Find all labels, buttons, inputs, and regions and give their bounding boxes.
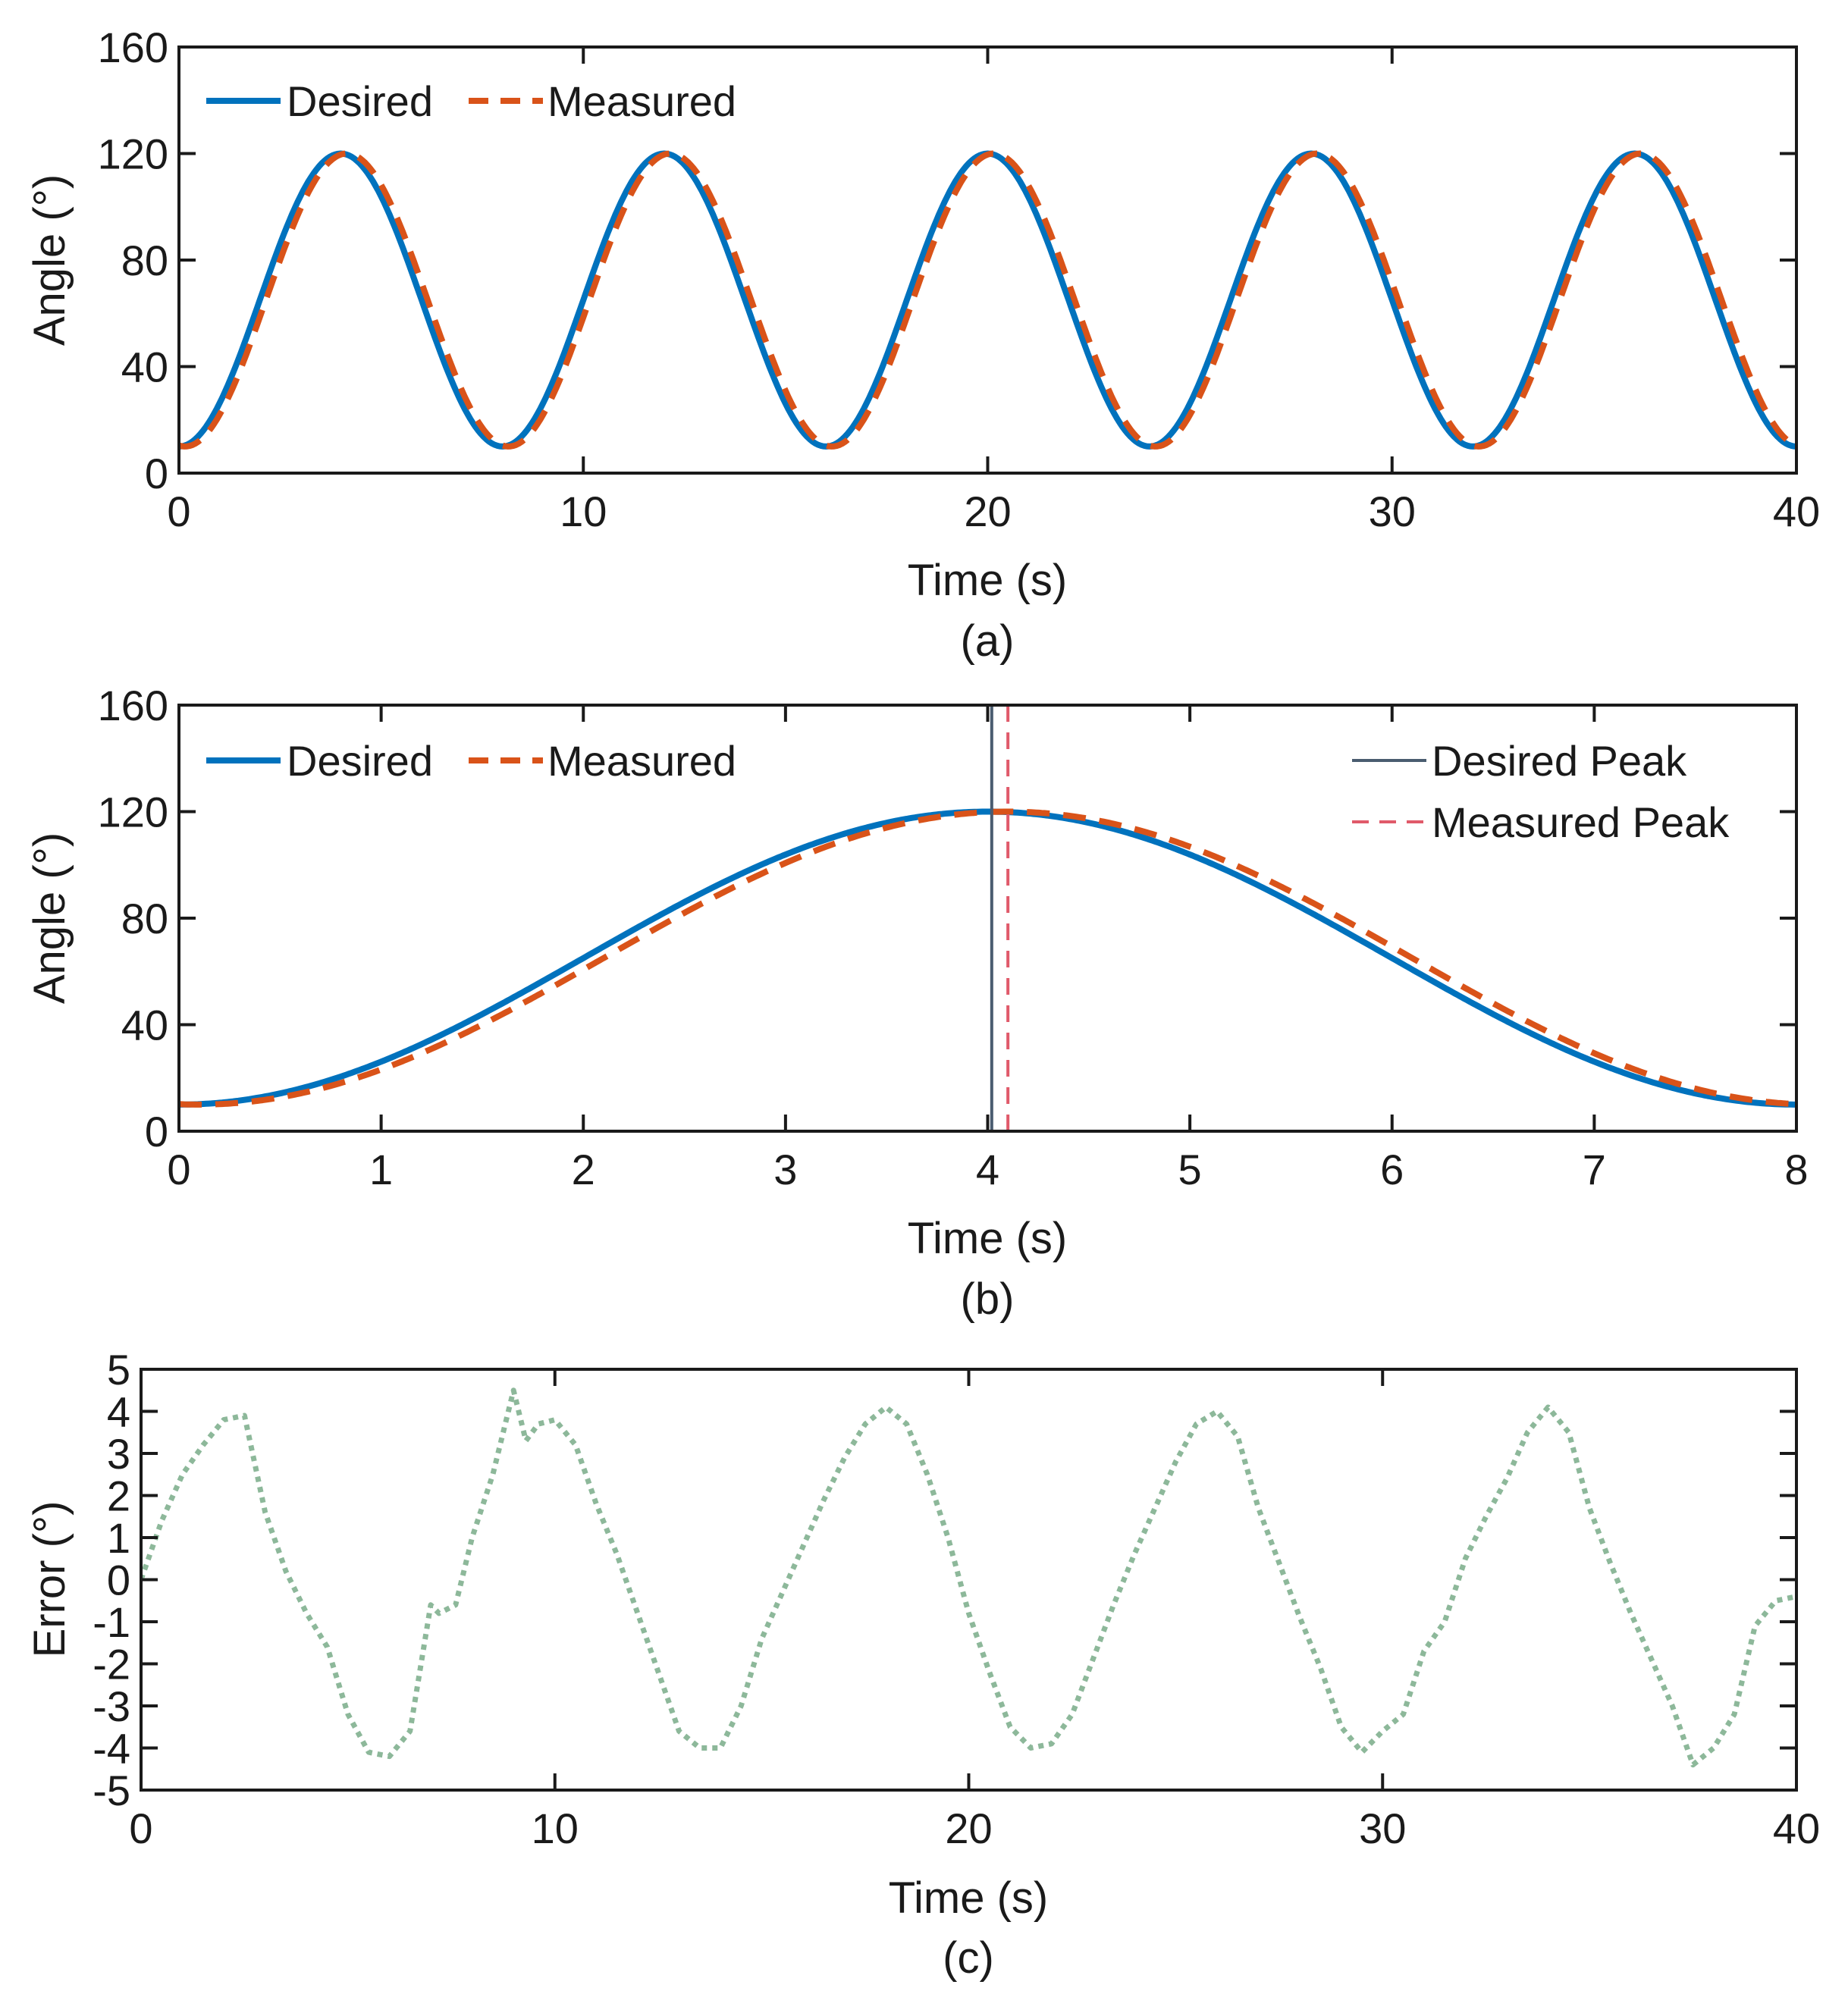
- y-tick-label: 80: [121, 895, 168, 942]
- x-tick-label: 3: [773, 1146, 797, 1193]
- x-tick-label: 5: [1178, 1146, 1202, 1193]
- y-tick-label: 120: [98, 789, 168, 836]
- panel-a-series-layer: [179, 150, 1796, 450]
- series-measured-line: [179, 150, 1796, 450]
- y-tick-label: 1: [107, 1514, 130, 1562]
- panel-b-legend: Desired Measured: [206, 737, 736, 785]
- y-tick-label: 2: [107, 1472, 130, 1520]
- x-tick-label: 10: [560, 488, 607, 535]
- x-tick-label: 6: [1380, 1146, 1404, 1193]
- series-desired-line: [179, 150, 1796, 450]
- y-tick-label: -4: [93, 1725, 130, 1773]
- panel-b-xlabel: Time (s): [908, 1214, 1067, 1263]
- y-tick-label: 40: [121, 1002, 168, 1049]
- y-tick-label: 160: [98, 682, 168, 729]
- x-tick-label: 8: [1784, 1146, 1808, 1193]
- legend-desired-label: Desired: [287, 77, 433, 125]
- panel-b-ylabel: Angle (°): [25, 832, 74, 1004]
- panel-c-caption: (c): [943, 1933, 994, 1983]
- legend-measured-label: Measured: [547, 737, 736, 785]
- y-tick-label: 160: [98, 24, 168, 71]
- x-tick-label: 0: [167, 1146, 190, 1193]
- y-tick-label: -2: [93, 1641, 130, 1688]
- series-desired-line: [179, 808, 1796, 1108]
- x-tick-label: 40: [1773, 488, 1820, 535]
- y-tick-label: 3: [107, 1430, 130, 1478]
- panel-a-legend: Desired Measured: [206, 77, 736, 125]
- y-tick-label: 4: [107, 1388, 130, 1436]
- panel-a-xlabel: Time (s): [908, 556, 1067, 605]
- y-tick-label: -1: [93, 1598, 130, 1646]
- y-tick-label: 0: [145, 450, 168, 497]
- panel-c-ylabel: Error (°): [25, 1501, 74, 1658]
- y-tick-label: 0: [107, 1557, 130, 1604]
- y-tick-label: 120: [98, 130, 168, 178]
- y-tick-label: 5: [107, 1346, 130, 1394]
- panel-c-axes-box: [140, 1368, 1798, 1792]
- panel-a-ylabel: Angle (°): [25, 174, 74, 346]
- y-tick-label: 0: [145, 1108, 168, 1155]
- x-tick-label: 0: [167, 488, 190, 535]
- panel-a-caption: (a): [961, 616, 1015, 666]
- panel-b-peak-legend: Desired Peak Measured Peak: [1352, 737, 1730, 846]
- x-tick-label: 20: [964, 488, 1011, 535]
- panel-b-caption: (b): [961, 1275, 1015, 1324]
- legend-desired-label: Desired: [287, 737, 433, 785]
- legend-measured-peak-label: Measured Peak: [1432, 798, 1730, 846]
- y-tick-label: -3: [93, 1682, 130, 1730]
- series-error-line: [141, 1387, 1796, 1768]
- y-tick-label: 80: [121, 237, 168, 284]
- x-tick-label: 40: [1773, 1804, 1820, 1852]
- y-tick-label: -5: [93, 1767, 130, 1814]
- panel-c-series-layer: [141, 1387, 1796, 1768]
- x-tick-label: 30: [1359, 1804, 1406, 1852]
- x-tick-label: 30: [1369, 488, 1416, 535]
- x-tick-label: 2: [572, 1146, 595, 1193]
- panel-c-xlabel: Time (s): [889, 1873, 1048, 1923]
- legend-desired-peak-label: Desired Peak: [1432, 737, 1687, 785]
- panel-a-ticks: 0 10 20 30 40 0 40 80 120 160: [98, 24, 1821, 535]
- x-tick-label: 4: [976, 1146, 999, 1193]
- legend-measured-label: Measured: [547, 77, 736, 125]
- panel-b-series-layer: [179, 705, 1796, 1131]
- y-tick-label: 40: [121, 343, 168, 391]
- series-measured-line: [179, 808, 1796, 1108]
- x-tick-label: 20: [945, 1804, 992, 1852]
- x-tick-label: 10: [532, 1804, 579, 1852]
- x-tick-label: 0: [129, 1804, 152, 1852]
- x-tick-label: 7: [1583, 1146, 1606, 1193]
- x-tick-label: 1: [369, 1146, 393, 1193]
